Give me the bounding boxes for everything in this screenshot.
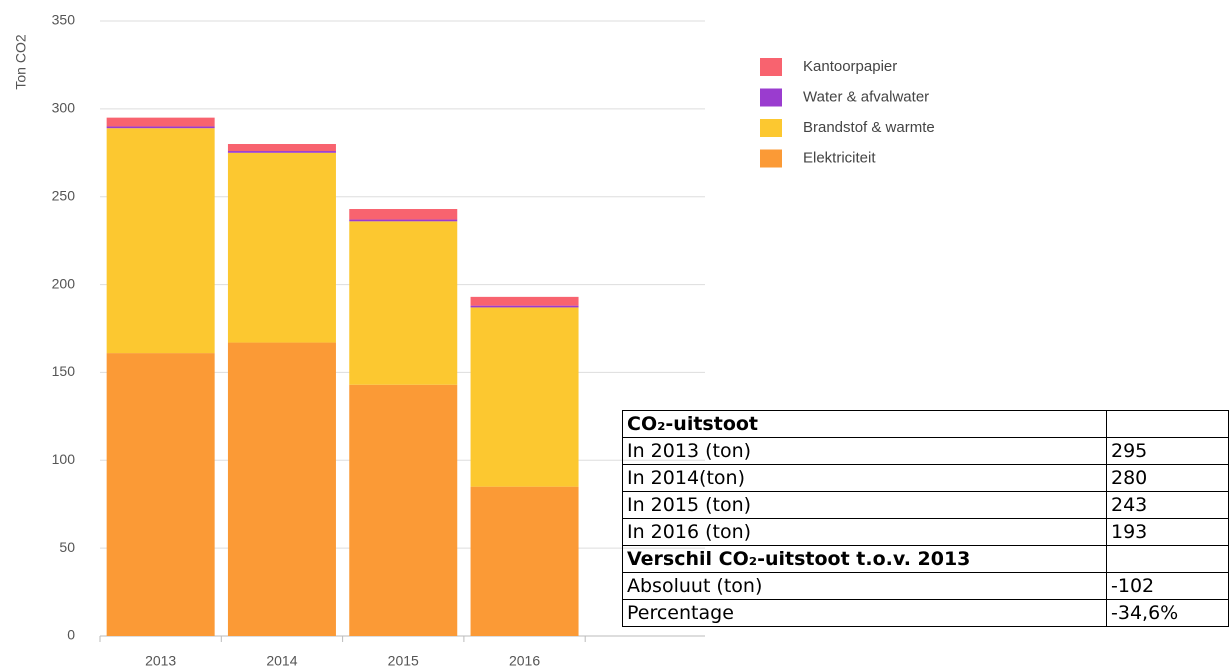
table-cell: In 2013 (ton) [622, 437, 1107, 465]
legend-swatch [760, 149, 782, 168]
table-cell: In 2015 (ton) [622, 491, 1107, 519]
y-tick-label: 300 [52, 100, 76, 116]
table-cell: In 2014(ton) [622, 464, 1107, 492]
y-tick-label: 150 [52, 363, 76, 379]
table-cell: 243 [1106, 491, 1229, 519]
y-tick-label: 250 [52, 187, 76, 203]
table-cell [1106, 410, 1229, 438]
table-row: Absoluut (ton) -102 [622, 572, 1229, 600]
bar-segment [470, 305, 579, 308]
legend-swatch [760, 119, 782, 137]
bar-segment [470, 296, 579, 306]
table-cell: Percentage [622, 599, 1107, 627]
y-tick-label: 350 [52, 12, 76, 28]
table-cell: CO₂-uitstoot [622, 410, 1107, 438]
legend-swatch [760, 58, 782, 76]
bar-segment [349, 384, 458, 636]
x-tick-label: 2014 [266, 653, 297, 669]
table-cell [1106, 545, 1229, 573]
x-tick-label: 2015 [388, 653, 419, 669]
table-row: CO₂-uitstoot [622, 410, 1229, 438]
x-tick-label: 2013 [145, 653, 176, 669]
table-row: In 2015 (ton) 243 [622, 491, 1229, 519]
summary-table: CO₂-uitstoot In 2013 (ton) 295 In 2014(ton)… [622, 410, 1229, 627]
bar-segment [106, 353, 215, 636]
legend-label: Elektriciteit [803, 149, 876, 166]
bar-segment [106, 128, 215, 354]
bar-segment [227, 342, 336, 636]
legend-label: Brandstof & warmte [803, 119, 935, 136]
table-cell: -34,6% [1106, 599, 1229, 627]
bar-segment [106, 117, 215, 127]
bar-segment [470, 486, 579, 636]
table-cell: In 2016 (ton) [622, 518, 1107, 546]
table-cell: 295 [1106, 437, 1229, 465]
x-tick-label: 2016 [509, 653, 540, 669]
bar-segment [470, 307, 579, 487]
table-cell: Absoluut (ton) [622, 572, 1107, 600]
bar-segment [349, 209, 458, 220]
bar-segment [227, 151, 336, 153]
y-tick-label: 200 [52, 275, 76, 291]
y-tick-label: 0 [67, 627, 75, 643]
bar-segment [227, 144, 336, 152]
bar-segment [227, 152, 336, 343]
table-cell: 193 [1106, 518, 1229, 546]
table-row: In 2014(ton) 280 [622, 464, 1229, 492]
table-cell: 280 [1106, 464, 1229, 492]
bar-segment [349, 221, 458, 385]
table-cell: -102 [1106, 572, 1229, 600]
table-row: Percentage -34,6% [622, 599, 1229, 627]
y-tick-label: 50 [59, 539, 75, 555]
legend-label: Water & afvalwater [803, 88, 929, 105]
y-tick-label: 100 [52, 451, 76, 467]
table-row: In 2013 (ton) 295 [622, 437, 1229, 465]
bar-segment [349, 219, 458, 222]
y-axis-label: Ton CO2 [13, 34, 29, 89]
legend-swatch [760, 88, 782, 107]
table-row: In 2016 (ton) 193 [622, 518, 1229, 546]
table-row: Verschil CO₂-uitstoot t.o.v. 2013 [622, 545, 1229, 573]
table-cell: Verschil CO₂-uitstoot t.o.v. 2013 [622, 545, 1107, 573]
bar-segment [106, 126, 215, 129]
legend-label: Kantoorpapier [803, 58, 897, 75]
